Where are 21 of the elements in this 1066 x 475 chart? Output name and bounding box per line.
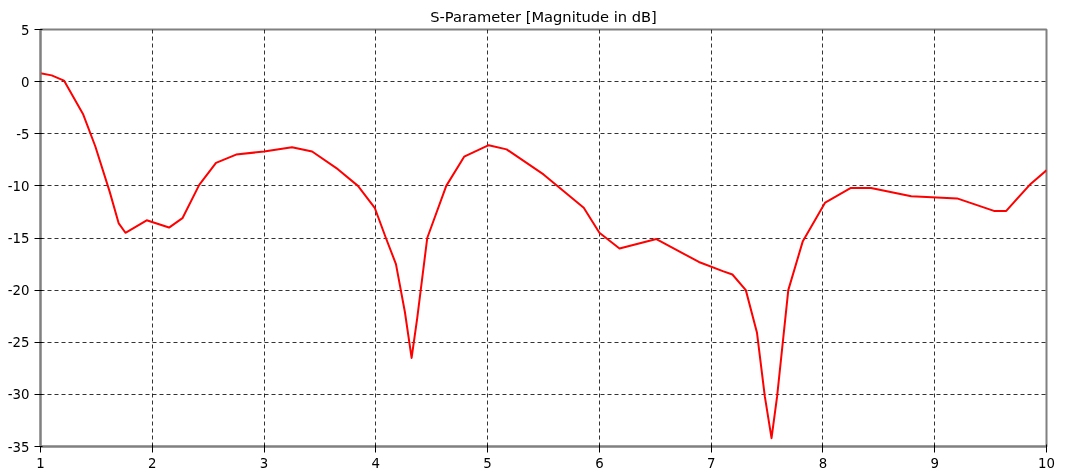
y-tick-label: -10 [7,178,30,194]
y-tick-label: -35 [7,439,30,455]
x-tick-label: 4 [371,455,381,471]
line-series [40,72,1047,440]
x-tick-label: 2 [148,455,157,471]
y-tick-label: -20 [7,283,30,299]
y-tick-label: 0 [21,74,30,90]
x-tick-label: 1 [36,455,45,471]
x-tick-label: 9 [930,455,939,471]
chart-title: S-Parameter [Magnitude in dB] [430,7,657,25]
x-tick-label: 7 [706,455,716,471]
y-tick-label: -15 [7,231,30,246]
x-tick-label: 6 [595,455,604,471]
x-tick-label: 8 [818,455,828,471]
y-tick-label: -30 [7,387,30,403]
x-tick-label: 10 [1038,455,1055,471]
y-tick-label: 5 [21,22,30,38]
y-tick-label: -25 [7,335,30,351]
x-tick-label: 5 [483,455,492,471]
y-tick-label: -5 [16,126,30,142]
x-tick-label: 3 [259,455,269,471]
